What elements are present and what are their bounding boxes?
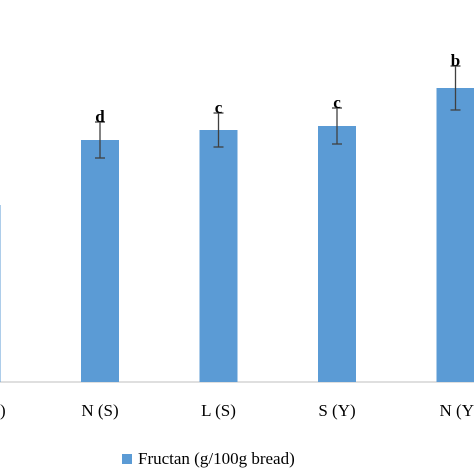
error-bar [332, 107, 342, 145]
legend-swatch [122, 454, 132, 464]
significance-letter: b [451, 51, 460, 70]
bar [318, 126, 356, 382]
error-bar [95, 121, 105, 159]
legend-label: Fructan (g/100g bread) [138, 449, 295, 468]
bar [436, 88, 474, 382]
bar [0, 205, 1, 382]
error-bar [213, 112, 224, 148]
x-tick-label: S (Y) [318, 401, 355, 420]
x-tick-label: N (Y [440, 401, 474, 420]
significance-letter: d [95, 107, 105, 126]
significance-letter: c [215, 98, 223, 117]
x-tick-label: N (S) [81, 401, 118, 420]
x-tick-label: ) [0, 401, 6, 420]
x-tick-label: L (S) [201, 401, 236, 420]
bar [81, 140, 119, 382]
bar [199, 130, 238, 382]
error-bar [450, 65, 461, 111]
significance-letter: c [333, 93, 341, 112]
